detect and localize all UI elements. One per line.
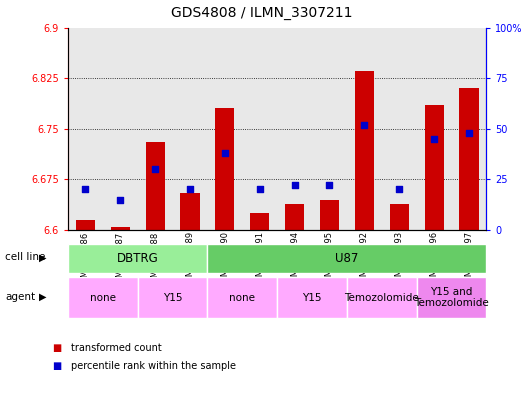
Text: none: none	[229, 293, 255, 303]
Text: none: none	[90, 293, 116, 303]
Text: ■: ■	[52, 361, 62, 371]
Bar	[208, 244, 486, 273]
Bar	[277, 277, 347, 318]
Text: Y15: Y15	[163, 293, 183, 303]
Bar	[285, 204, 304, 230]
Text: ▶: ▶	[39, 292, 47, 302]
Bar	[277, 28, 312, 230]
Bar	[208, 277, 277, 318]
Bar	[459, 88, 479, 230]
Text: Temozolomide: Temozolomide	[345, 293, 419, 303]
Bar	[320, 200, 339, 230]
Point	[186, 186, 194, 193]
Bar	[145, 142, 165, 230]
Bar	[250, 213, 269, 230]
Text: agent: agent	[5, 292, 36, 302]
Text: DBTRG: DBTRG	[117, 252, 158, 265]
Bar	[425, 105, 444, 230]
Bar	[68, 244, 208, 273]
Bar	[390, 204, 409, 230]
Point	[395, 186, 403, 193]
Bar	[347, 28, 382, 230]
Point	[256, 186, 264, 193]
Bar	[76, 220, 95, 230]
Text: U87: U87	[335, 252, 359, 265]
Bar	[138, 28, 173, 230]
Point	[290, 182, 299, 189]
Point	[221, 150, 229, 156]
Text: Y15: Y15	[302, 293, 322, 303]
Text: cell line: cell line	[5, 252, 46, 263]
Point	[325, 182, 334, 189]
Bar	[111, 226, 130, 230]
Text: ■: ■	[52, 343, 62, 353]
Point	[151, 166, 160, 172]
Text: percentile rank within the sample: percentile rank within the sample	[71, 361, 235, 371]
Bar	[417, 28, 451, 230]
Text: Y15 and
Temozolomide: Y15 and Temozolomide	[414, 287, 489, 309]
Bar	[68, 277, 138, 318]
Bar	[180, 193, 200, 230]
Point	[81, 186, 89, 193]
Point	[360, 121, 369, 128]
Bar	[242, 28, 277, 230]
Bar	[347, 277, 417, 318]
Bar	[138, 277, 208, 318]
Bar	[208, 28, 242, 230]
Point	[430, 136, 438, 142]
Text: ▶: ▶	[39, 252, 47, 263]
Point	[116, 196, 124, 203]
Bar	[103, 28, 138, 230]
Text: transformed count: transformed count	[71, 343, 162, 353]
Bar	[417, 277, 486, 318]
Bar	[451, 28, 486, 230]
Point	[465, 130, 473, 136]
Bar	[173, 28, 208, 230]
Bar	[382, 28, 417, 230]
Bar	[355, 72, 374, 230]
Bar	[312, 28, 347, 230]
Bar	[68, 28, 103, 230]
Bar	[215, 108, 234, 230]
Text: GDS4808 / ILMN_3307211: GDS4808 / ILMN_3307211	[170, 6, 353, 20]
